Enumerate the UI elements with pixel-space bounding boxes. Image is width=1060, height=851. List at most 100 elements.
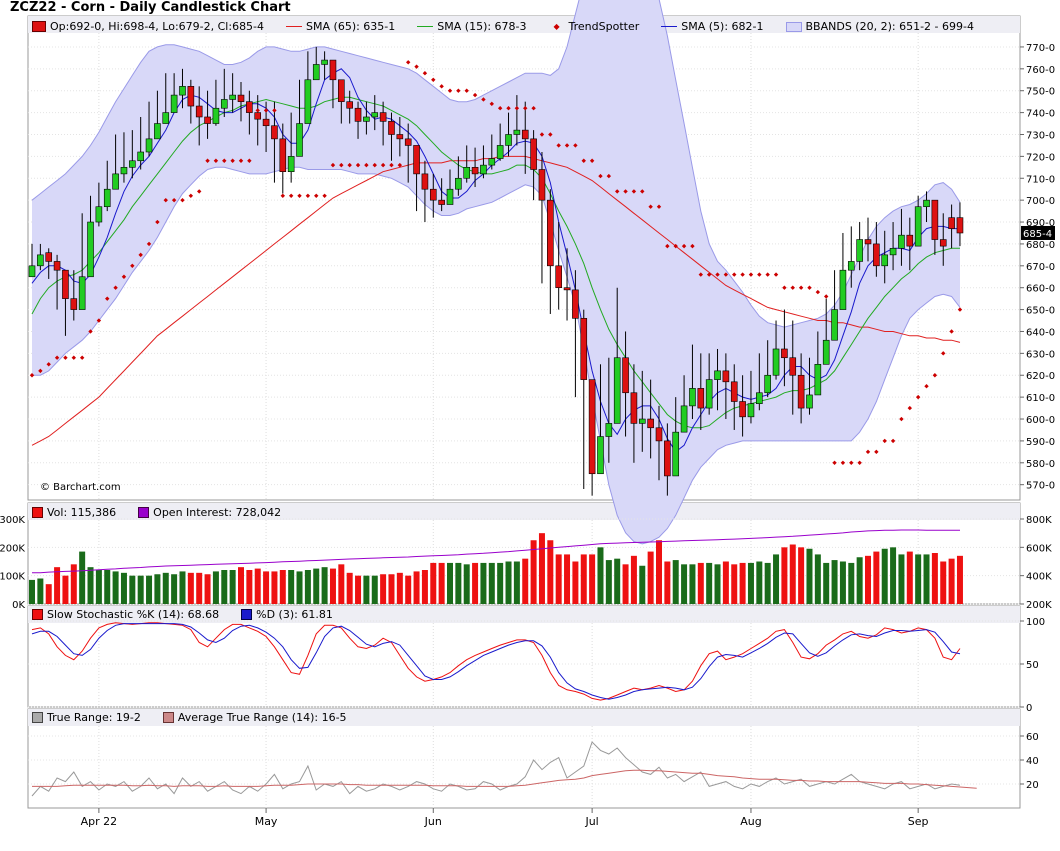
candle-body-85: [739, 401, 746, 418]
trendspotter-dot-106: [915, 394, 921, 400]
candle-body-5: [70, 298, 78, 310]
candle-body-57: [505, 134, 512, 146]
sma15-line: [31, 96, 960, 429]
volume-bar-35: [321, 567, 328, 604]
volume-bar-47: [421, 570, 428, 604]
volume-bar-18: [179, 571, 186, 604]
candle-body-55: [488, 158, 496, 166]
volume-bar-6: [79, 551, 86, 604]
bbands-legend: BBANDS (20, 2): 651-2 - 699-4: [805, 20, 974, 33]
candle-body-2: [45, 252, 53, 262]
volume-bar-24: [229, 570, 236, 604]
candle-body-54: [480, 164, 487, 175]
vol-left-label-3: 300K: [0, 515, 25, 526]
volume-bar-43: [388, 574, 395, 604]
volume-bar-34: [313, 568, 320, 604]
stoch-d-legend: %D (3): 61.81: [256, 608, 333, 621]
price-axis-label-14: 710-0: [1026, 174, 1055, 185]
candle-body-78: [680, 405, 688, 433]
candle-body-41: [371, 112, 379, 118]
trendspotter-dot-31: [288, 193, 294, 198]
candle-body-48: [429, 188, 437, 201]
candle-body-47: [421, 173, 429, 190]
volume-bar-73: [639, 565, 646, 604]
volume-bar-48: [430, 562, 437, 604]
volume-bar-108: [931, 553, 938, 604]
candle-body-80: [697, 388, 705, 409]
candle-body-11: [120, 167, 128, 175]
trendspotter-dot-75: [656, 204, 662, 209]
candle-body-91: [789, 357, 797, 376]
volume-bar-67: [589, 554, 596, 604]
price-axis-label-6: 630-0: [1026, 349, 1055, 360]
volume-bar-37: [338, 564, 345, 604]
candle-body-50: [446, 188, 454, 205]
volume-bar-20: [196, 572, 203, 604]
volume-bar-28: [263, 571, 270, 604]
trendspotter-dot-64: [564, 143, 570, 148]
candle-body-40: [363, 116, 370, 122]
trendspotter-dot-82: [715, 272, 720, 277]
volume-bar-84: [731, 564, 738, 604]
trendspotter-dot-94: [815, 289, 821, 295]
trendspotter-dot-90: [782, 285, 787, 290]
volume-bar-8: [95, 570, 102, 604]
candle-body-19: [187, 86, 195, 107]
candle-body-98: [847, 261, 855, 271]
candle-body-51: [455, 177, 462, 190]
volume-bar-75: [656, 540, 662, 604]
stoch-legend: Slow Stochastic %K (14): 68.68 %D (3): 6…: [32, 608, 355, 621]
candle-body-38: [346, 101, 353, 109]
volume-bar-3: [54, 567, 61, 604]
trendspotter-dot-56: [497, 106, 503, 111]
volume-bar-60: [530, 540, 537, 604]
candle-body-86: [747, 403, 755, 418]
candle-body-88: [764, 374, 771, 394]
candle-body-111: [956, 217, 964, 234]
candle-body-59: [521, 129, 529, 140]
volume-bar-89: [773, 554, 780, 604]
trendspotter-dot-111: [957, 307, 963, 312]
trendspotter-dot-70: [615, 189, 620, 194]
volume-bar-17: [171, 574, 178, 604]
open-interest-line: [32, 529, 960, 574]
sma5-legend: SMA (5): 682-1: [681, 20, 764, 33]
trendspotter-dot-107: [924, 383, 929, 389]
trendspotter-dot-68: [598, 173, 603, 179]
candle-body-68: [597, 436, 604, 475]
candle-body-64: [563, 287, 571, 291]
trendspotter-dot-104: [899, 416, 904, 422]
trendspotter-dot-93: [807, 285, 812, 290]
trendspotter-dot-59: [523, 106, 528, 111]
volume-bar-55: [488, 562, 495, 604]
volume-bar-39: [355, 575, 362, 604]
volume-bar-59: [522, 558, 529, 604]
volume-bar-82: [714, 564, 721, 604]
trendspotter-dot-8: [96, 318, 102, 323]
candle-body-72: [630, 392, 638, 424]
volume-bar-83: [722, 561, 729, 604]
candle-body-108: [931, 199, 939, 240]
candle-body-27: [254, 112, 262, 120]
stoch-axis-label-2: 100: [1026, 617, 1045, 628]
volume-bar-65: [572, 561, 579, 604]
price-axis-label-20: 770-0: [1026, 43, 1055, 54]
trendspotter-dot-16: [163, 197, 168, 203]
candle-body-4: [62, 269, 69, 299]
volume-bar-11: [120, 572, 127, 604]
candle-body-96: [831, 309, 838, 341]
candle-body-8: [95, 206, 103, 223]
volume-bar-13: [137, 575, 144, 604]
trendspotter-dot-10: [113, 285, 118, 290]
trendspotter-dot-45: [406, 60, 411, 65]
price-axis-label-5: 620-0: [1026, 371, 1055, 382]
trendspotter-dot-26: [247, 158, 252, 163]
price-axis-label-4: 610-0: [1026, 393, 1055, 404]
price-axis-label-1: 580-0: [1026, 459, 1055, 470]
candle-body-97: [839, 269, 847, 310]
trendspotter-dot-96: [832, 460, 837, 465]
volume-bar-93: [806, 548, 813, 604]
price-axis-label-8: 650-0: [1026, 306, 1055, 317]
trendspotter-dot-65: [573, 143, 578, 148]
trendspotter-dot-100: [865, 449, 871, 455]
